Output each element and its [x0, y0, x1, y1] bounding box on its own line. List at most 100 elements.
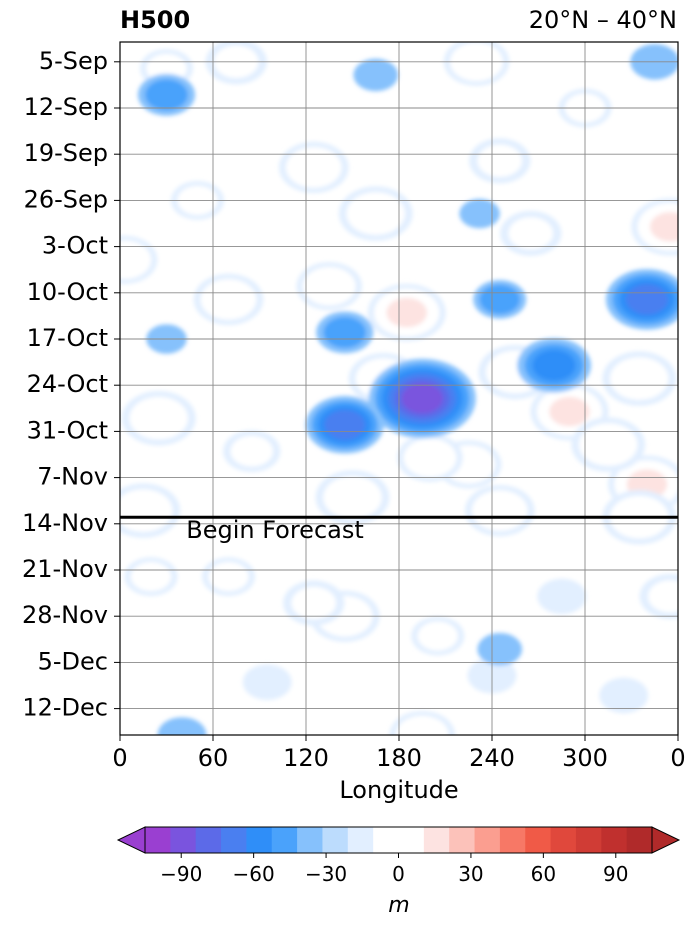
anomaly-blob — [517, 338, 591, 393]
anomaly-band — [137, 402, 181, 434]
colorbar — [116, 826, 681, 854]
anomaly-blob — [368, 358, 476, 439]
y-tick-label: 28-Nov — [22, 601, 108, 629]
anomaly-band — [208, 561, 249, 592]
anomaly-blob — [477, 632, 523, 666]
anomaly-band — [401, 383, 443, 414]
y-tick-label: 5-Dec — [38, 647, 108, 675]
colorbar-tick-label: 90 — [603, 862, 628, 886]
anomaly-blob — [602, 351, 677, 406]
colorbar-segment — [373, 827, 399, 853]
x-axis: 0 60 120 180 240 300 0 — [112, 735, 686, 772]
anomaly-band — [230, 435, 274, 467]
anomaly-band — [242, 664, 292, 701]
anomaly-band — [402, 720, 443, 735]
colorbar-tick-label: 0 — [392, 862, 405, 886]
anomaly-band — [599, 677, 649, 714]
anomaly-blob — [530, 382, 609, 441]
colorbar-segment — [195, 827, 222, 853]
colorbar-segment — [575, 827, 602, 853]
anomaly-blob — [283, 580, 345, 626]
x-tick-label: 0 — [112, 744, 127, 772]
anomaly-band — [354, 197, 398, 230]
anomaly-blob — [202, 557, 255, 596]
colorbar-segment — [474, 827, 501, 853]
colorbar-segment — [398, 827, 425, 853]
anomaly-band — [477, 632, 523, 666]
anomaly-blob — [242, 664, 292, 701]
colorbar-tick-label: 60 — [531, 862, 556, 886]
x-tick-label: 60 — [198, 744, 229, 772]
anomaly-blob — [121, 391, 196, 446]
y-tick-label: 17-Oct — [27, 324, 108, 352]
anomaly-band — [130, 561, 172, 592]
anomaly-band — [479, 284, 520, 315]
anomaly-band — [537, 578, 587, 615]
colorbar-segment — [322, 827, 349, 853]
colorbar-segment — [170, 827, 197, 853]
y-tick-label: 31-Oct — [27, 416, 108, 444]
anomaly-blob — [459, 198, 500, 229]
colorbar-tick-label: −90 — [160, 862, 202, 886]
anomaly-band — [323, 316, 367, 348]
y-tick-label: 26-Sep — [24, 185, 108, 213]
anomaly-band — [145, 79, 188, 111]
anomaly-band — [477, 144, 523, 178]
y-tick-label: 12-Dec — [22, 694, 108, 722]
anomaly-blob — [500, 210, 562, 256]
anomaly-band — [207, 284, 250, 315]
x-tick-label: 0 — [670, 744, 685, 772]
colorbar-segment — [271, 827, 298, 853]
colorbar-extend-high — [651, 826, 681, 854]
y-tick-label: 10-Oct — [27, 278, 108, 306]
anomaly-band — [157, 717, 207, 735]
y-tick-label: 3-Oct — [42, 232, 108, 260]
anomaly-band — [459, 198, 500, 229]
anomaly-blob — [537, 578, 587, 615]
anomaly-band — [549, 396, 590, 427]
anomaly-blob — [631, 198, 678, 256]
anomaly-blob — [157, 717, 207, 735]
y-tick-label: 14-Nov — [22, 509, 108, 537]
colorbar-segment — [423, 827, 450, 853]
colorbar-segment — [246, 827, 273, 853]
x-tick-label: 240 — [469, 744, 515, 772]
anomaly-blob — [464, 484, 535, 537]
anomaly-blob — [296, 262, 362, 311]
anomaly-blob — [473, 280, 527, 319]
anomaly-band — [291, 586, 337, 620]
x-tick-label: 300 — [562, 744, 608, 772]
forecast-annotation: Begin Forecast — [186, 516, 364, 544]
anomaly-band — [617, 362, 661, 395]
y-tick-label: 24-Oct — [27, 370, 108, 398]
colorbar-tick-label: 30 — [458, 862, 483, 886]
anomaly-blob — [205, 42, 267, 85]
anomaly-band — [478, 495, 521, 526]
anomaly-band — [650, 212, 678, 242]
anomaly-blob — [137, 73, 196, 116]
anomaly-band — [417, 621, 458, 651]
y-tick-label: 21-Nov — [22, 555, 108, 583]
y-tick-label: 19-Sep — [24, 139, 108, 167]
chart-title-left: H500 — [120, 6, 191, 34]
anomaly-blob — [639, 573, 678, 619]
anomaly-blob — [305, 396, 384, 454]
x-tick-label: 120 — [283, 744, 329, 772]
anomaly-field — [120, 42, 678, 735]
anomaly-band — [626, 284, 668, 315]
colorbar-segment — [347, 827, 374, 853]
colorbar-segment — [297, 827, 323, 853]
anomaly-blob — [316, 311, 374, 354]
anomaly-blob — [599, 677, 649, 714]
colorbar-ticks: −90 −60 −30 0 30 60 90 — [160, 853, 629, 886]
colorbar-segment — [550, 827, 577, 853]
colorbar-tick-label: −60 — [233, 862, 275, 886]
anomaly-blob — [193, 273, 264, 326]
y-tick-label: 5-Sep — [39, 47, 108, 75]
anomaly-blob — [120, 483, 181, 538]
anomaly-blob — [223, 430, 281, 473]
anomaly-band — [121, 494, 165, 527]
anomaly-blob — [120, 235, 158, 284]
anomaly-blob — [469, 138, 531, 184]
